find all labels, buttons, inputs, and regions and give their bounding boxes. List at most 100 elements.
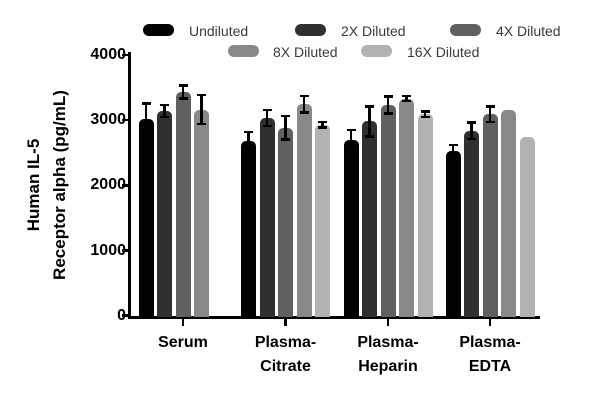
legend-label: 4X Diluted xyxy=(496,23,561,39)
bar-2x-diluted-serum xyxy=(157,110,172,317)
error-bar-cap-bottom xyxy=(262,124,272,128)
error-bar-line xyxy=(181,85,185,99)
x-tick xyxy=(181,318,185,326)
x-category-label: Plasma- Heparin xyxy=(357,334,419,375)
bar-16x-diluted-plasma-citrate xyxy=(315,124,330,317)
bar-2x-diluted-plasma-heparin xyxy=(362,121,377,317)
legend-label: 8X Diluted xyxy=(273,44,338,60)
y-axis-line xyxy=(128,52,131,319)
bar-4x-diluted-plasma-edta xyxy=(482,114,498,317)
error-bar-line xyxy=(488,106,492,123)
error-bar-cap-bottom xyxy=(299,111,309,114)
legend-label: 16X Diluted xyxy=(407,44,480,60)
error-bar-line xyxy=(163,104,166,118)
error-bar-cap-top xyxy=(402,94,411,98)
error-bar-cap-bottom xyxy=(244,148,253,152)
error-bar-line xyxy=(144,103,148,136)
error-bar-cap-top xyxy=(485,105,495,108)
error-bar-cap-bottom xyxy=(402,99,411,103)
error-bar-line xyxy=(284,115,287,140)
y-tick xyxy=(121,249,128,252)
error-bar-cap-top xyxy=(178,84,188,87)
legend-label: Undiluted xyxy=(189,23,249,39)
x-tick xyxy=(284,318,287,326)
error-bar-line xyxy=(451,144,455,157)
y-tick-label: 3000 xyxy=(90,111,126,129)
bar-undiluted-plasma-edta xyxy=(445,150,461,317)
bar-8x-diluted-serum xyxy=(194,109,209,317)
error-bar-cap-top xyxy=(467,121,476,124)
error-bar-line xyxy=(470,122,473,139)
bar-16x-diluted-plasma-heparin xyxy=(417,114,433,317)
bar-8x-diluted-plasma-citrate xyxy=(296,104,312,317)
error-bar-cap-bottom xyxy=(318,126,327,129)
error-bar-cap-top xyxy=(318,120,327,124)
y-tick-label: 1000 xyxy=(90,241,126,259)
error-bar-cap-top xyxy=(141,102,151,105)
x-category-label: Plasma- EDTA xyxy=(459,334,521,375)
bar-4x-diluted-plasma-citrate xyxy=(278,127,293,317)
error-bar-cap-bottom xyxy=(141,134,151,137)
bar-4x-diluted-plasma-heparin xyxy=(380,105,396,317)
error-bar-cap-top xyxy=(420,110,430,113)
error-bar-line xyxy=(368,106,371,137)
error-bar-cap-top xyxy=(197,93,206,97)
error-bar-cap-bottom xyxy=(467,137,476,140)
error-bar-line xyxy=(405,95,408,102)
error-bar-line xyxy=(200,94,203,125)
error-bar-cap-top xyxy=(281,114,290,118)
y-tick xyxy=(121,184,128,187)
y-axis-title-line1: Human IL-5 xyxy=(24,138,43,232)
error-bar-cap-bottom xyxy=(383,112,393,115)
error-bar-line xyxy=(349,129,353,150)
y-tick-label: 2000 xyxy=(90,176,126,194)
error-bar-cap-bottom xyxy=(160,115,169,119)
error-bar-cap-bottom xyxy=(420,115,430,119)
error-bar-line xyxy=(423,111,427,118)
y-tick-label: 4000 xyxy=(90,45,126,63)
error-bar-cap-bottom xyxy=(178,97,188,100)
x-axis-line xyxy=(128,315,540,319)
error-bar-cap-top xyxy=(244,130,253,134)
y-tick xyxy=(121,53,128,57)
x-category-label: Serum xyxy=(158,334,208,351)
bar-undiluted-plasma-heparin xyxy=(343,139,359,317)
error-bar-cap-top xyxy=(448,143,458,147)
error-bar-cap-top xyxy=(160,103,169,107)
error-bar-cap-bottom xyxy=(365,135,374,138)
legend-swatch-icon xyxy=(361,45,392,57)
error-bar-cap-top xyxy=(299,94,309,98)
bar-8x-diluted-plasma-edta xyxy=(501,110,516,317)
error-bar-cap-bottom xyxy=(346,147,356,151)
legend-swatch-icon xyxy=(143,24,174,36)
y-tick-label: 0 xyxy=(117,306,126,324)
error-bar-cap-top xyxy=(346,128,356,132)
legend-swatch-icon xyxy=(228,45,259,57)
y-tick xyxy=(121,118,128,122)
error-bar-line xyxy=(302,95,306,113)
bar-4x-diluted-serum xyxy=(175,92,191,317)
y-tick xyxy=(121,314,128,317)
bar-2x-diluted-plasma-citrate xyxy=(259,118,275,317)
legend-label: 2X Diluted xyxy=(341,23,406,39)
error-bar-cap-bottom xyxy=(197,122,206,126)
error-bar-cap-bottom xyxy=(448,155,458,158)
bar-undiluted-plasma-citrate xyxy=(241,140,256,317)
error-bar-cap-bottom xyxy=(485,120,495,124)
error-bar-cap-bottom xyxy=(281,138,290,141)
x-category-label: Plasma- Citrate xyxy=(254,334,317,375)
error-bar-cap-top xyxy=(383,95,393,98)
bar-undiluted-serum xyxy=(138,119,154,317)
error-bar-cap-top xyxy=(365,105,374,108)
x-tick xyxy=(386,318,390,326)
error-bar-line xyxy=(265,109,269,127)
error-bar-line xyxy=(386,96,390,114)
legend-swatch-icon xyxy=(450,24,481,36)
bar-2x-diluted-plasma-edta xyxy=(464,130,479,317)
error-bar-cap-top xyxy=(262,108,272,112)
x-tick xyxy=(488,318,492,326)
error-bar-line xyxy=(321,121,324,128)
legend-swatch-icon xyxy=(295,24,326,36)
bar-8x-diluted-plasma-heparin xyxy=(399,98,414,317)
